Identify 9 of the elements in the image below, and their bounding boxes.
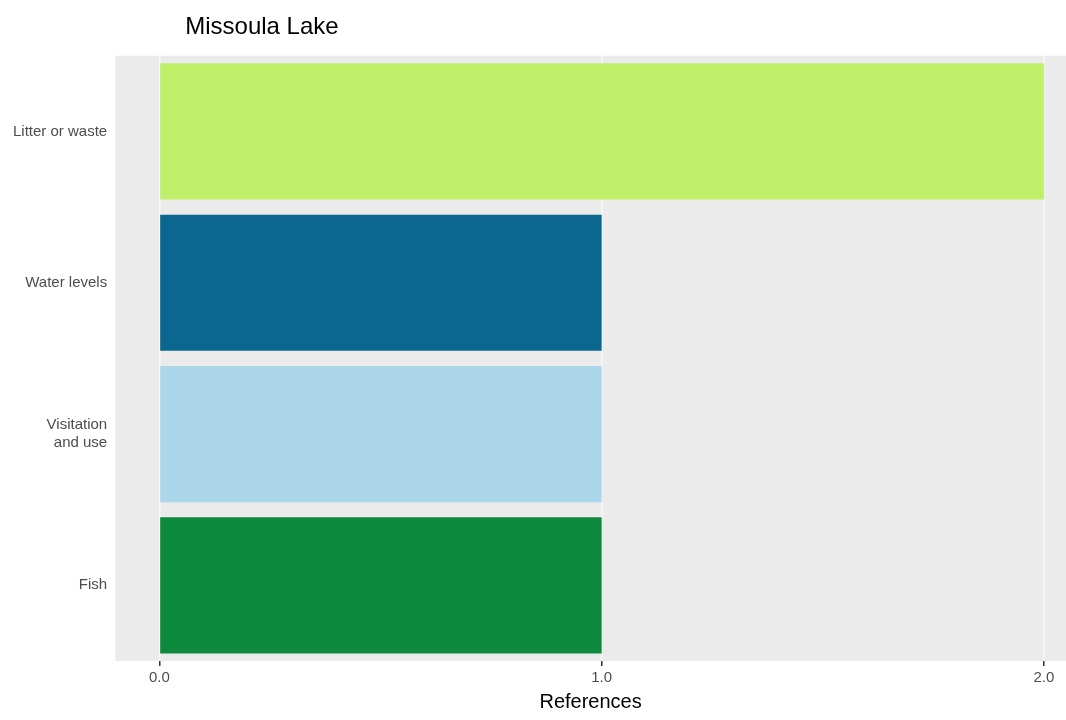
y-tick-label: Visitation and use: [46, 415, 108, 451]
y-tick-label: Litter or waste: [12, 121, 108, 139]
x-tick-label: 2.0: [1033, 668, 1055, 686]
x-tick-label: 1.0: [591, 668, 613, 686]
x-tick-label: 0.0: [149, 668, 170, 686]
y-tick-label: Water levels: [25, 272, 108, 290]
chart-title: Missoula Lake: [185, 12, 339, 40]
y-tick-label: Fish: [78, 575, 108, 593]
x-axis-title: References: [539, 689, 642, 712]
